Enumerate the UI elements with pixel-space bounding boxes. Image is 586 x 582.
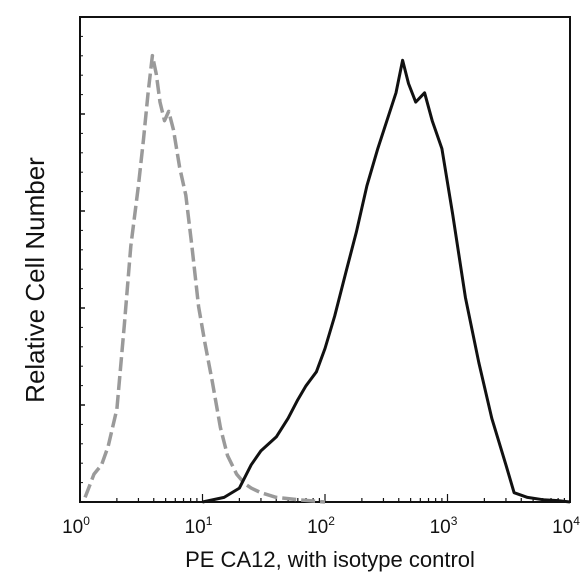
x-tick-label: 102 — [307, 514, 335, 538]
series-line-2 — [202, 58, 571, 504]
x-tick-label: 104 — [552, 514, 580, 538]
x-tick-labels: 100 101 102 103 104 — [62, 514, 580, 538]
series-line-1 — [83, 53, 326, 504]
y-axis-ticks — [80, 16, 85, 503]
x-tick-label: 100 — [62, 514, 90, 538]
x-tick-label: 103 — [430, 514, 458, 538]
series-layer — [83, 53, 571, 504]
y-axis-label: Relative Cell Number — [20, 157, 50, 403]
x-axis-label: PE CA12, with isotype control — [185, 547, 475, 572]
x-tick-label: 101 — [185, 514, 213, 538]
